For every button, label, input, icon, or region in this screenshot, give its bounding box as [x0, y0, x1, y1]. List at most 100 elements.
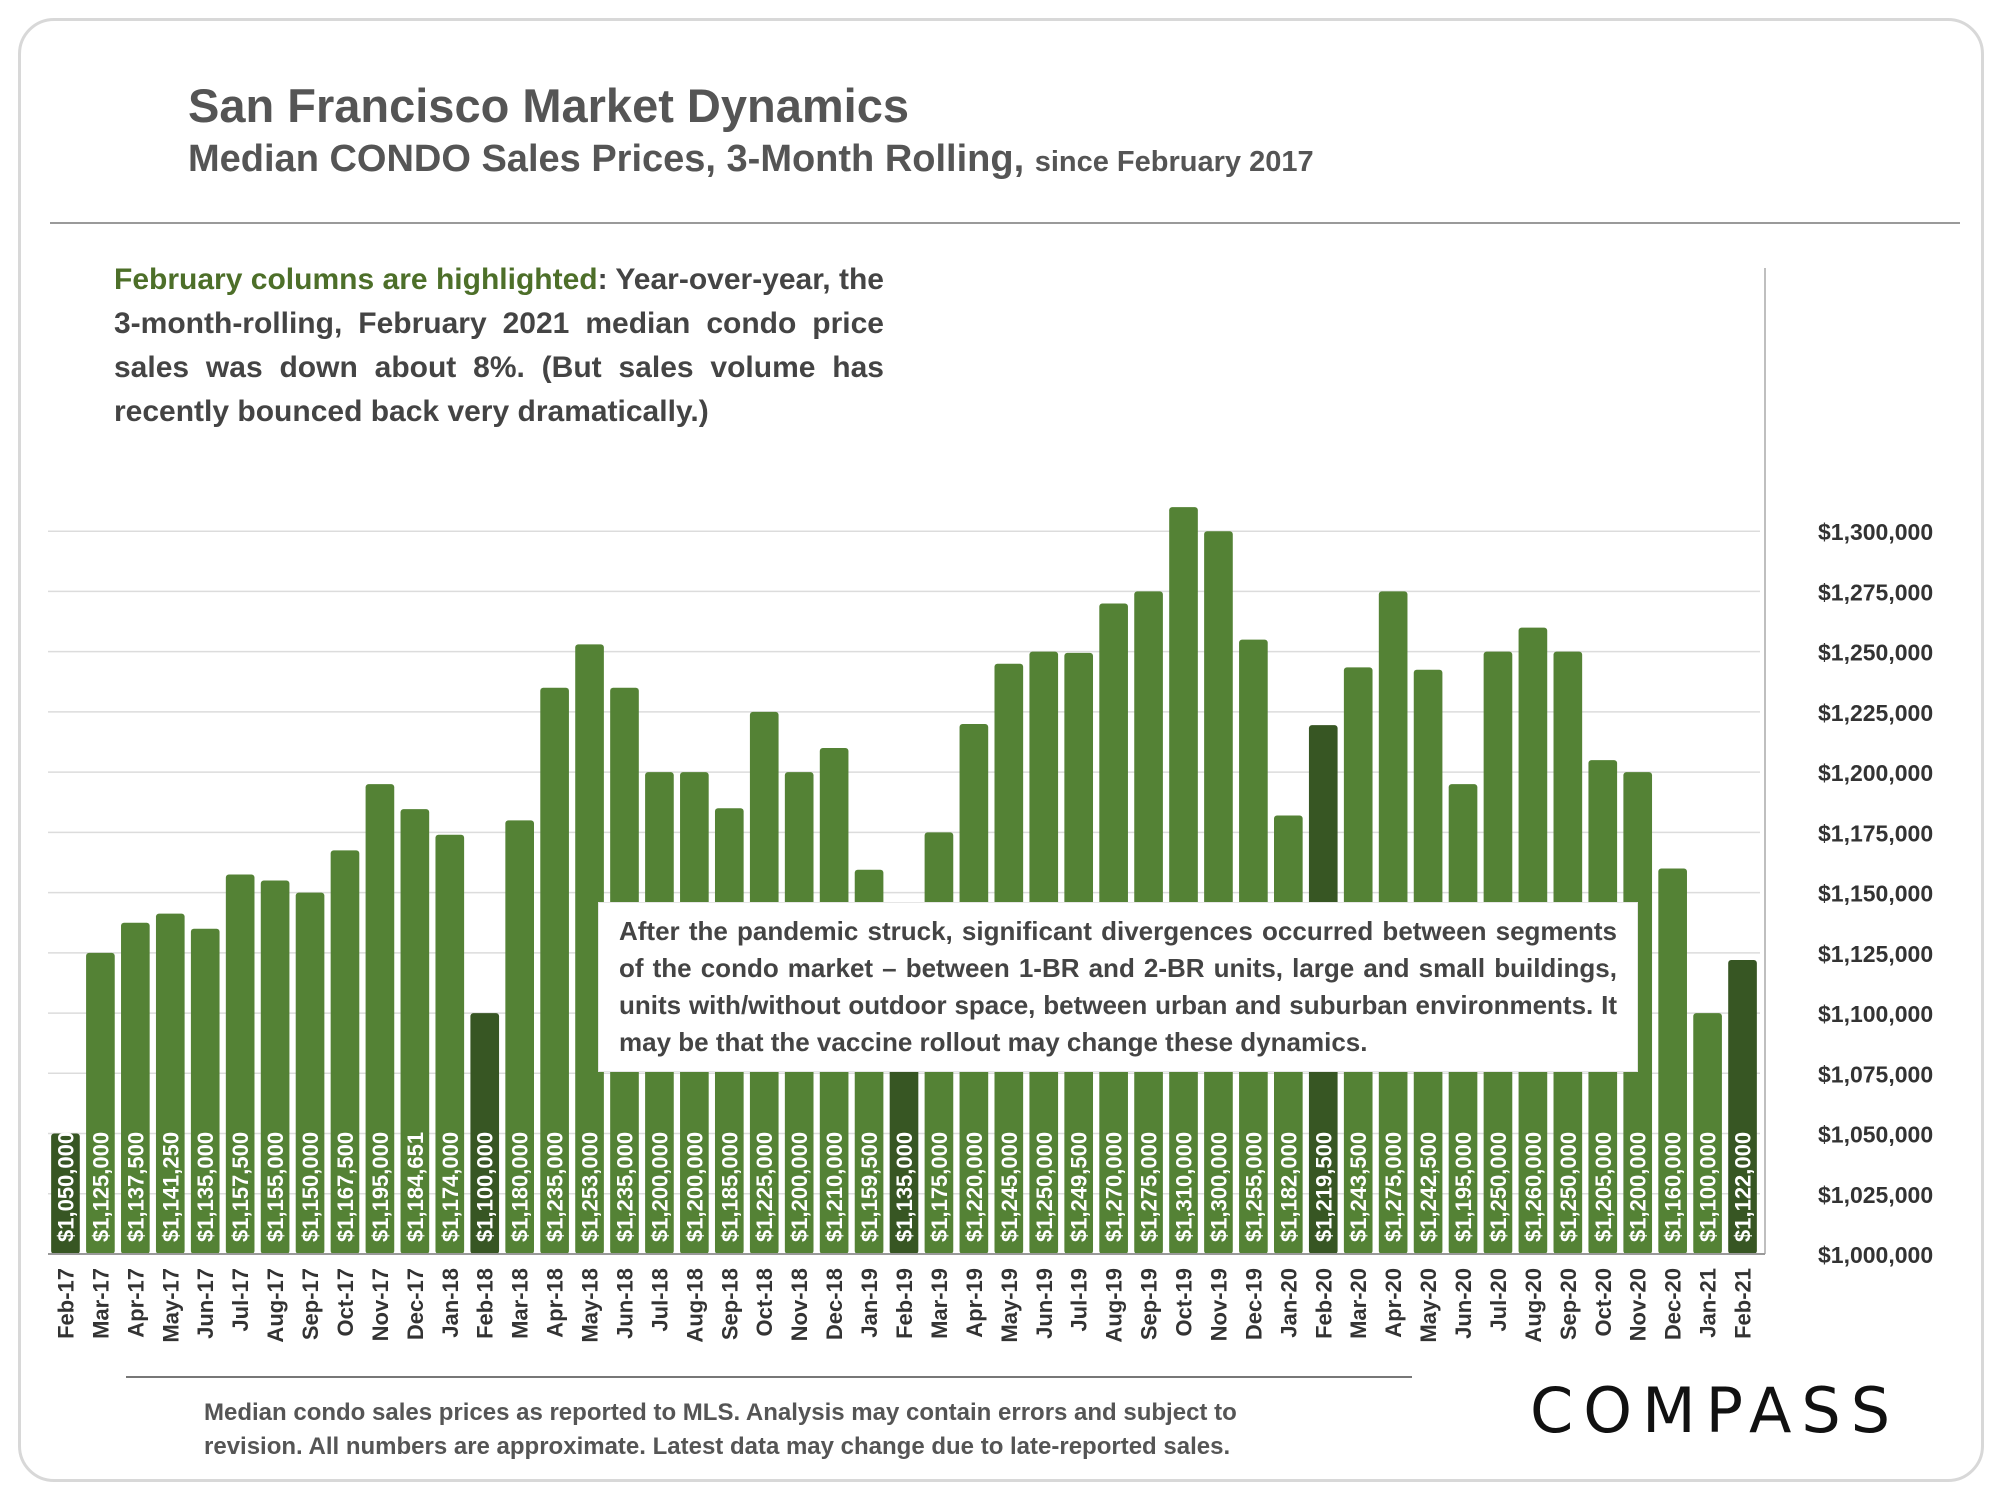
- data-label: $1,137,500: [123, 1132, 148, 1242]
- x-tick-label: Feb-21: [1731, 1268, 1756, 1339]
- bar: [540, 687, 569, 1254]
- data-label: $1,185,000: [717, 1132, 742, 1242]
- data-label: $1,182,000: [1276, 1132, 1301, 1242]
- data-label: $1,242,500: [1416, 1132, 1441, 1242]
- x-tick-label: Jun-19: [1032, 1268, 1057, 1339]
- bar: [260, 880, 290, 1254]
- bar: [330, 850, 360, 1254]
- chart-title: San Francisco Market Dynamics: [188, 79, 909, 132]
- data-label: $1,235,000: [612, 1132, 637, 1242]
- bar: [155, 913, 185, 1254]
- x-tick-label: Feb-20: [1311, 1268, 1336, 1339]
- x-tick-label: Jul-20: [1486, 1268, 1511, 1332]
- x-tick-label: Oct-18: [752, 1268, 777, 1336]
- bar: [190, 928, 220, 1254]
- compass-logo: COMPASS: [1530, 1374, 1901, 1447]
- bar: [51, 1133, 80, 1254]
- data-label: $1,195,000: [1451, 1132, 1476, 1242]
- x-tick-label: Dec-17: [403, 1268, 428, 1340]
- data-label: $1,175,000: [927, 1132, 952, 1242]
- x-tick-label: Sep-19: [1137, 1268, 1162, 1340]
- data-label: $1,300,000: [1206, 1132, 1231, 1242]
- y-tick-label: $1,250,000: [1818, 640, 1933, 666]
- x-tick-label: Feb-18: [473, 1268, 498, 1339]
- subtitle-small: since February 2017: [1034, 146, 1314, 178]
- data-label: $1,174,000: [438, 1132, 463, 1242]
- data-label: $1,150,000: [298, 1132, 323, 1242]
- data-label: $1,125,000: [88, 1132, 113, 1242]
- y-tick-label: $1,075,000: [1818, 1061, 1933, 1087]
- data-label: $1,155,000: [263, 1132, 288, 1242]
- note-body-text: : Year-over-year, the 3-month-rolling, F…: [114, 263, 884, 428]
- bar: [225, 874, 255, 1254]
- x-tick-label: May-17: [158, 1268, 183, 1343]
- y-tick-label: $1,100,000: [1818, 1001, 1933, 1027]
- x-tick-label: Aug-19: [1102, 1268, 1127, 1343]
- x-tick-label: Nov-19: [1206, 1268, 1231, 1341]
- bar: [400, 809, 430, 1254]
- x-tick-label: Sep-17: [298, 1268, 323, 1340]
- data-label: $1,050,000: [53, 1132, 78, 1242]
- data-label: $1,100,000: [473, 1132, 498, 1242]
- bar: [435, 834, 465, 1254]
- data-label: $1,249,500: [1067, 1132, 1092, 1242]
- y-tick-label: $1,175,000: [1818, 820, 1933, 846]
- x-tick-label: Aug-18: [682, 1268, 707, 1343]
- x-tick-label: Feb-19: [892, 1268, 917, 1339]
- x-tick-label: Aug-17: [263, 1268, 288, 1343]
- x-tick-label: Nov-17: [368, 1268, 393, 1341]
- data-label: $1,250,000: [1032, 1132, 1057, 1242]
- x-tick-label: May-18: [578, 1268, 603, 1343]
- x-tick-label: Apr-17: [123, 1268, 148, 1338]
- y-tick-label: $1,125,000: [1818, 941, 1933, 967]
- data-label: $1,235,000: [543, 1132, 568, 1242]
- x-tick-label: May-19: [997, 1268, 1022, 1343]
- data-label: $1,100,000: [1696, 1132, 1721, 1242]
- data-label: $1,135,000: [193, 1132, 218, 1242]
- x-tick-label: Jun-18: [612, 1268, 637, 1339]
- x-tick-label: Oct-19: [1172, 1268, 1197, 1336]
- y-tick-label: $1,050,000: [1818, 1122, 1933, 1148]
- bar: [575, 644, 604, 1254]
- x-tick-label: Oct-17: [333, 1268, 358, 1336]
- data-label: $1,184,651: [403, 1132, 428, 1242]
- x-tick-label: Apr-18: [543, 1268, 568, 1338]
- y-tick-label: $1,000,000: [1818, 1242, 1933, 1268]
- february-highlight-note: February columns are highlighted: Year-o…: [110, 258, 888, 434]
- y-tick-label: $1,025,000: [1818, 1182, 1933, 1208]
- x-tick-label: Jul-18: [647, 1268, 672, 1332]
- x-tick-label: Mar-17: [88, 1268, 113, 1339]
- subtitle-main: Median CONDO Sales Prices, 3-Month Rolli…: [188, 138, 1025, 180]
- bar: [470, 1013, 500, 1254]
- x-tick-label: Mar-20: [1346, 1268, 1371, 1339]
- bar: [1693, 1013, 1722, 1254]
- data-label: $1,200,000: [1626, 1132, 1651, 1242]
- bar: [295, 892, 325, 1254]
- data-label: $1,275,000: [1381, 1132, 1406, 1242]
- y-tick-label: $1,225,000: [1818, 700, 1933, 726]
- data-label: $1,260,000: [1521, 1132, 1546, 1242]
- x-tick-label: Feb-17: [53, 1268, 78, 1339]
- data-label: $1,210,000: [822, 1132, 847, 1242]
- x-tick-label: Sep-18: [717, 1268, 742, 1340]
- data-label: $1,159,500: [857, 1132, 882, 1242]
- y-tick-label: $1,200,000: [1818, 760, 1933, 786]
- x-tick-label: Jul-19: [1067, 1268, 1092, 1332]
- x-tick-label: Jan-20: [1276, 1268, 1301, 1338]
- bar: [1658, 868, 1687, 1254]
- bar: [505, 820, 534, 1254]
- bar: [365, 784, 395, 1254]
- data-label: $1,275,000: [1137, 1132, 1162, 1242]
- x-tick-label: Aug-20: [1521, 1268, 1546, 1343]
- data-label: $1,141,250: [158, 1132, 183, 1242]
- x-tick-label: Jan-18: [438, 1268, 463, 1338]
- x-tick-label: Jan-19: [857, 1268, 882, 1338]
- data-label: $1,160,000: [1661, 1132, 1686, 1242]
- data-label: $1,310,000: [1172, 1132, 1197, 1242]
- data-label: $1,270,000: [1102, 1132, 1127, 1242]
- data-label: $1,157,500: [228, 1132, 253, 1242]
- data-label: $1,225,000: [752, 1132, 777, 1242]
- x-tick-label: Jun-17: [193, 1268, 218, 1339]
- x-tick-label: Jan-21: [1696, 1268, 1721, 1338]
